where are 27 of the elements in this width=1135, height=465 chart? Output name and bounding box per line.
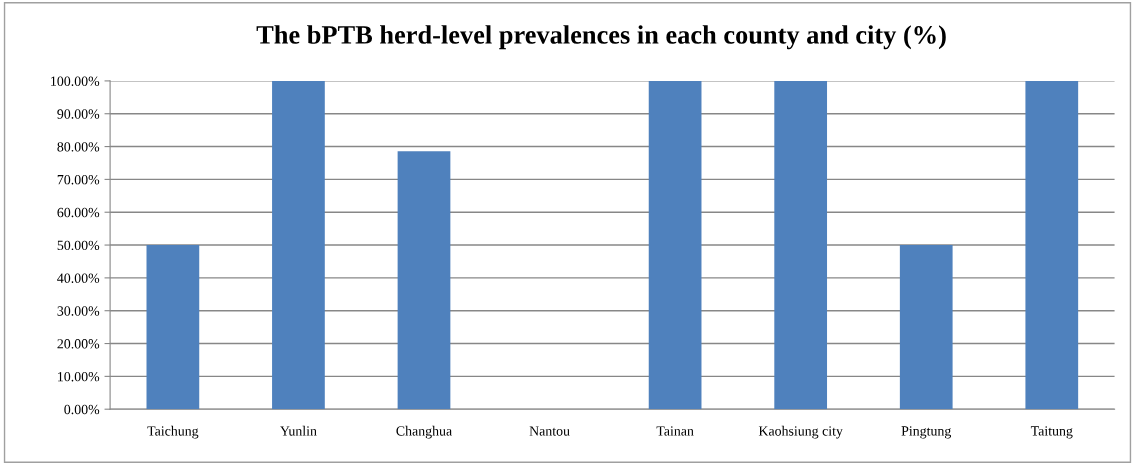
- y-tick-label: 10.00%: [58, 371, 100, 382]
- bar: [397, 151, 451, 410]
- x-tick-label: Yunlin: [280, 425, 317, 436]
- x-tick-label: Kaohsiung city: [758, 425, 843, 439]
- bar: [774, 80, 828, 410]
- bar: [1025, 80, 1079, 410]
- y-tick-label: 20.00%: [57, 339, 100, 349]
- y-tick-label: 0.00%: [64, 404, 100, 415]
- bar: [899, 245, 953, 410]
- x-tick-label: Taitung: [1030, 426, 1073, 439]
- y-tick-label: 90.00%: [57, 109, 100, 119]
- x-tick-label: Changhua: [396, 425, 452, 439]
- bar: [648, 80, 702, 410]
- bar: [146, 245, 200, 410]
- y-tick-label: 100.00%: [51, 76, 100, 86]
- x-tick-label: Tainan: [656, 426, 694, 436]
- y-tick-label: 80.00%: [57, 142, 100, 152]
- x-tick-label: Nantou: [529, 426, 570, 436]
- y-tick-label: 50.00%: [57, 240, 100, 251]
- y-tick-label: 60.00%: [57, 207, 100, 218]
- y-tick-label: 40.00%: [57, 273, 100, 283]
- x-tick-label: Pingtung: [901, 426, 952, 439]
- chart-title: The bPTB herd-level prevalences in each county and city (%): [256, 25, 946, 50]
- bar: [272, 80, 325, 410]
- y-tick-label: 70.00%: [57, 174, 100, 185]
- x-tick-label: Taichung: [147, 425, 199, 439]
- y-tick-label: 30.00%: [57, 306, 100, 316]
